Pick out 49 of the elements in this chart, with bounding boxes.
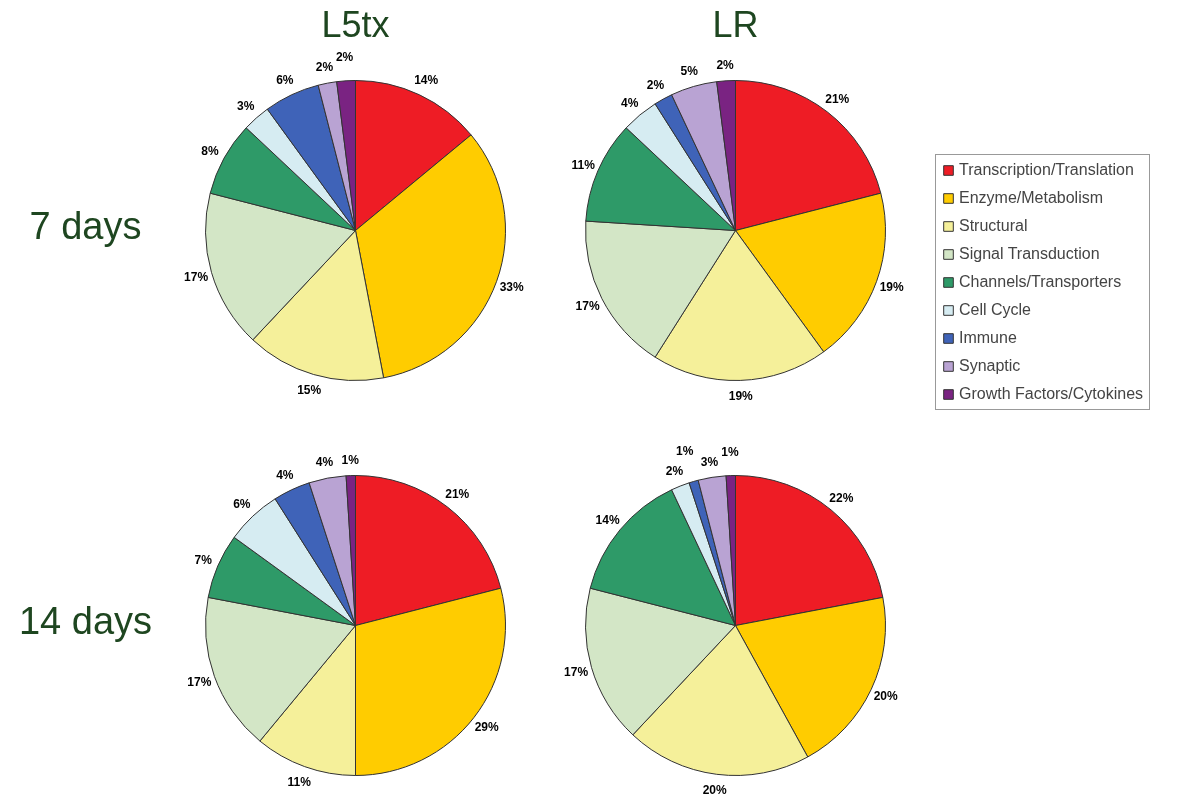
data-label: 17% [184,269,209,284]
data-label: 4% [621,95,639,110]
data-label: 15% [297,382,322,397]
data-label: 21% [825,92,850,107]
data-label: 6% [276,73,294,88]
data-label: 21% [445,487,470,502]
chart-title: L5tx [321,4,390,45]
chart-title: LR [712,4,759,45]
data-label: 2% [646,78,665,93]
data-label: 14% [595,512,620,527]
legend-label: Cell Cycle [959,301,1032,319]
data-label: 29% [474,720,499,735]
legend-label: Growth Factors/Cytokines [959,385,1144,403]
data-label: 6% [233,497,251,512]
data-label: 1% [341,452,360,467]
data-label: 5% [680,64,699,79]
legend-label: Structural [959,217,1028,235]
data-label: 2% [716,57,735,72]
data-label: 17% [575,298,600,313]
data-label: 1% [721,444,740,459]
data-label: 20% [702,783,728,798]
data-label: 17% [564,664,589,679]
text: 7 days [29,204,142,247]
data-label: 19% [879,279,905,294]
data-label: 3% [237,98,255,113]
data-label: 2% [335,49,354,64]
data-label: 8% [201,143,220,158]
data-label: 14% [414,73,439,88]
data-label: 22% [829,490,854,505]
data-label: 4% [276,468,294,483]
data-label: 7% [194,552,213,567]
data-label: 19% [728,389,754,404]
data-label: 2% [315,60,334,75]
data-label: 4% [315,455,334,470]
data-label: 33% [499,279,525,294]
data-label: 2% [665,464,684,479]
data-label: 11% [287,774,312,789]
legend-label: Immune [959,329,1017,347]
legend-label: Transcription/Translation [959,161,1134,179]
legend-label: Signal Transduction [959,245,1100,263]
text: 14 days [18,599,153,642]
data-label: 1% [676,443,694,458]
legend-label: Synaptic [959,357,1021,375]
legend-label: Channels/Transporters [959,273,1122,291]
data-label: 11% [571,157,596,172]
data-label: 3% [700,454,719,469]
legend-label: Enzyme/Metabolism [959,189,1104,207]
data-label: 17% [187,674,212,689]
data-label: 20% [873,689,899,704]
